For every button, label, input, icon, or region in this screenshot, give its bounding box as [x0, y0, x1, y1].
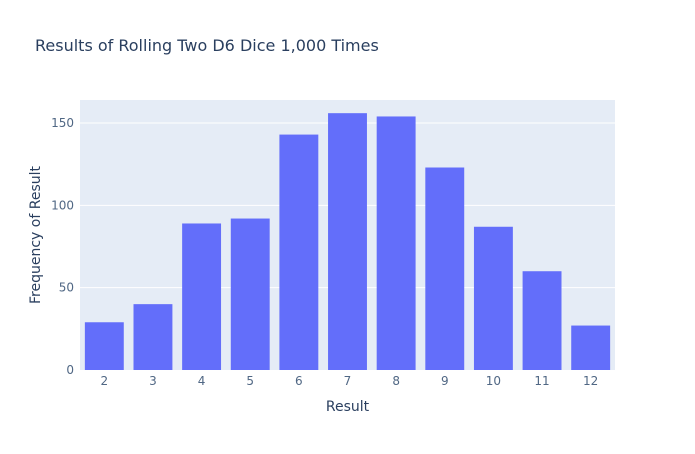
- bar-5[interactable]: [230, 218, 270, 370]
- x-tick-label: 6: [295, 374, 303, 388]
- x-tick-label: 2: [100, 374, 108, 388]
- x-axis-ticks: 2 3 4 5 6 7 8 9 10 11 12: [100, 374, 598, 388]
- bar-7[interactable]: [328, 113, 367, 371]
- bar-10[interactable]: [473, 226, 513, 370]
- y-axis-title: Frequency of Result: [28, 166, 44, 304]
- x-tick-label: 12: [583, 374, 598, 388]
- bar-3[interactable]: [133, 304, 173, 370]
- y-tick-label: 0: [66, 363, 74, 377]
- bar-11[interactable]: [522, 271, 562, 370]
- chart-title: Results of Rolling Two D6 Dice 1,000 Tim…: [35, 36, 379, 55]
- y-tick-label: 150: [51, 116, 74, 130]
- bar-12[interactable]: [571, 325, 611, 370]
- bar-2[interactable]: [84, 322, 124, 370]
- x-tick-label: 3: [149, 374, 157, 388]
- x-tick-label: 11: [534, 374, 549, 388]
- x-tick-label: 10: [486, 374, 501, 388]
- y-axis-ticks: 0 50 100 150: [51, 116, 74, 377]
- y-tick-label: 50: [59, 281, 74, 295]
- bar-6[interactable]: [279, 134, 319, 370]
- x-axis-title: Result: [326, 399, 370, 415]
- x-tick-label: 5: [246, 374, 254, 388]
- x-tick-label: 9: [441, 374, 449, 388]
- bar-9[interactable]: [425, 167, 465, 371]
- x-tick-label: 7: [344, 374, 352, 388]
- x-tick-label: 4: [198, 374, 206, 388]
- bar-4[interactable]: [182, 223, 222, 370]
- x-tick-label: 8: [392, 374, 400, 388]
- y-tick-label: 100: [51, 198, 74, 212]
- bar-8[interactable]: [376, 116, 416, 371]
- bars: [84, 113, 611, 371]
